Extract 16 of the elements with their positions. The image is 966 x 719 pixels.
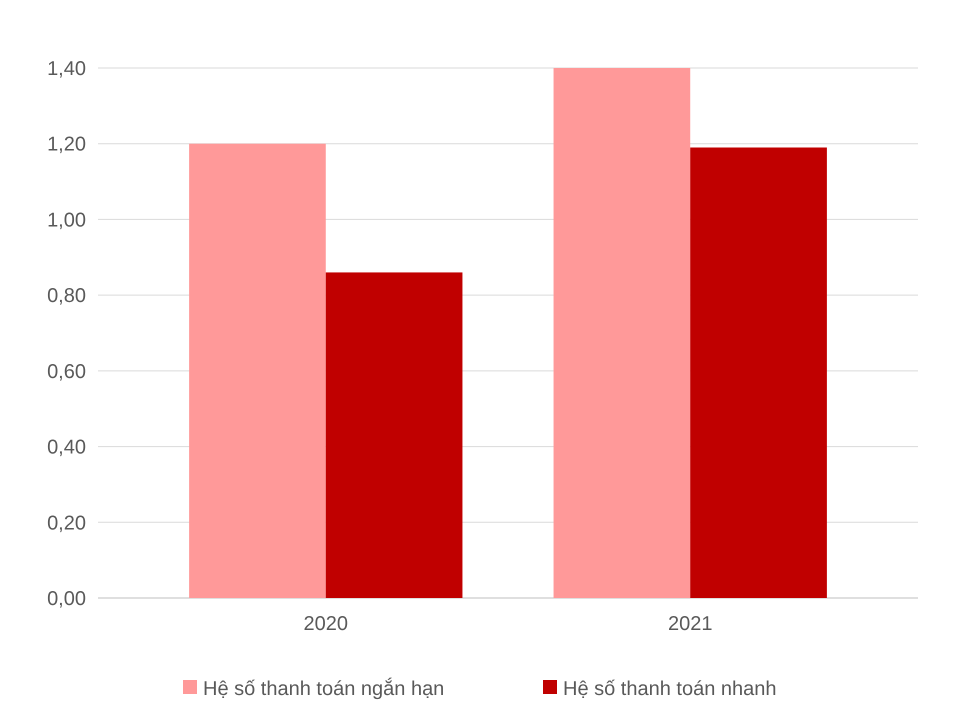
y-tick-label: 0,80 (47, 285, 86, 308)
y-tick-label: 0,20 (47, 512, 86, 534)
y-tick-label: 1,40 (47, 58, 86, 80)
bar (326, 272, 462, 598)
bar (690, 148, 827, 598)
bar (554, 68, 690, 598)
y-tick-label: 1,00 (47, 209, 86, 232)
legend-label: Hệ số thanh toán nhanh (563, 678, 777, 700)
x-tick-label: 2020 (304, 613, 348, 635)
y-tick-label: 0,40 (47, 436, 86, 459)
y-tick-label: 0,60 (47, 360, 86, 383)
x-tick-label: 2021 (668, 613, 712, 635)
bar (189, 144, 326, 598)
y-tick-label: 0,00 (47, 588, 86, 610)
y-tick-label: 1,20 (47, 134, 86, 156)
legend-label: Hệ số thanh toán ngắn hạn (203, 677, 444, 700)
